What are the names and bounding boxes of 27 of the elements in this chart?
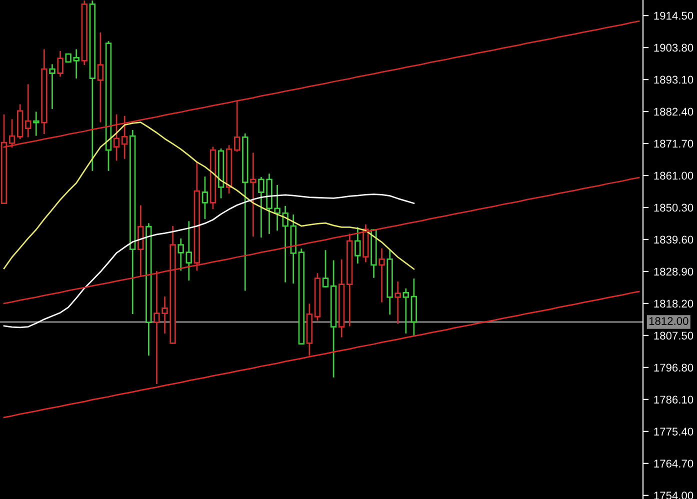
y-tick-label: 1882.40	[654, 108, 694, 116]
candlestick	[322, 250, 329, 288]
candlestick	[186, 221, 192, 281]
y-tick-label: 1839.60	[654, 236, 694, 244]
y-tick-label: 1807.50	[654, 332, 694, 340]
line-series	[3, 122, 415, 270]
candlestick	[402, 288, 409, 334]
line-series	[3, 290, 640, 418]
y-tick-label: 1893.10	[654, 76, 694, 84]
y-tick-label: 1764.70	[654, 460, 694, 468]
line-series	[3, 194, 415, 328]
y-tick-label: 1914.50	[654, 12, 694, 20]
y-tick-label: 1861.00	[654, 172, 694, 180]
candlestick	[202, 176, 208, 219]
candlestick	[25, 84, 32, 138]
candlestick	[97, 32, 104, 122]
candlestick	[73, 49, 80, 78]
y-tick-label: 1903.80	[654, 44, 694, 52]
y-tick-label: 1786.10	[654, 396, 694, 404]
y-tick-label: 1775.40	[654, 428, 694, 436]
y-tick-label: 1818.20	[654, 300, 694, 308]
y-tick-label: 1828.90	[654, 268, 694, 276]
candlestick	[394, 282, 401, 324]
y-tick-label: 1850.30	[654, 204, 694, 212]
y-tick-label: 1796.80	[654, 364, 694, 372]
y-tick-label: 1871.70	[654, 140, 694, 148]
ref-line-label: 1812.00	[649, 317, 688, 325]
